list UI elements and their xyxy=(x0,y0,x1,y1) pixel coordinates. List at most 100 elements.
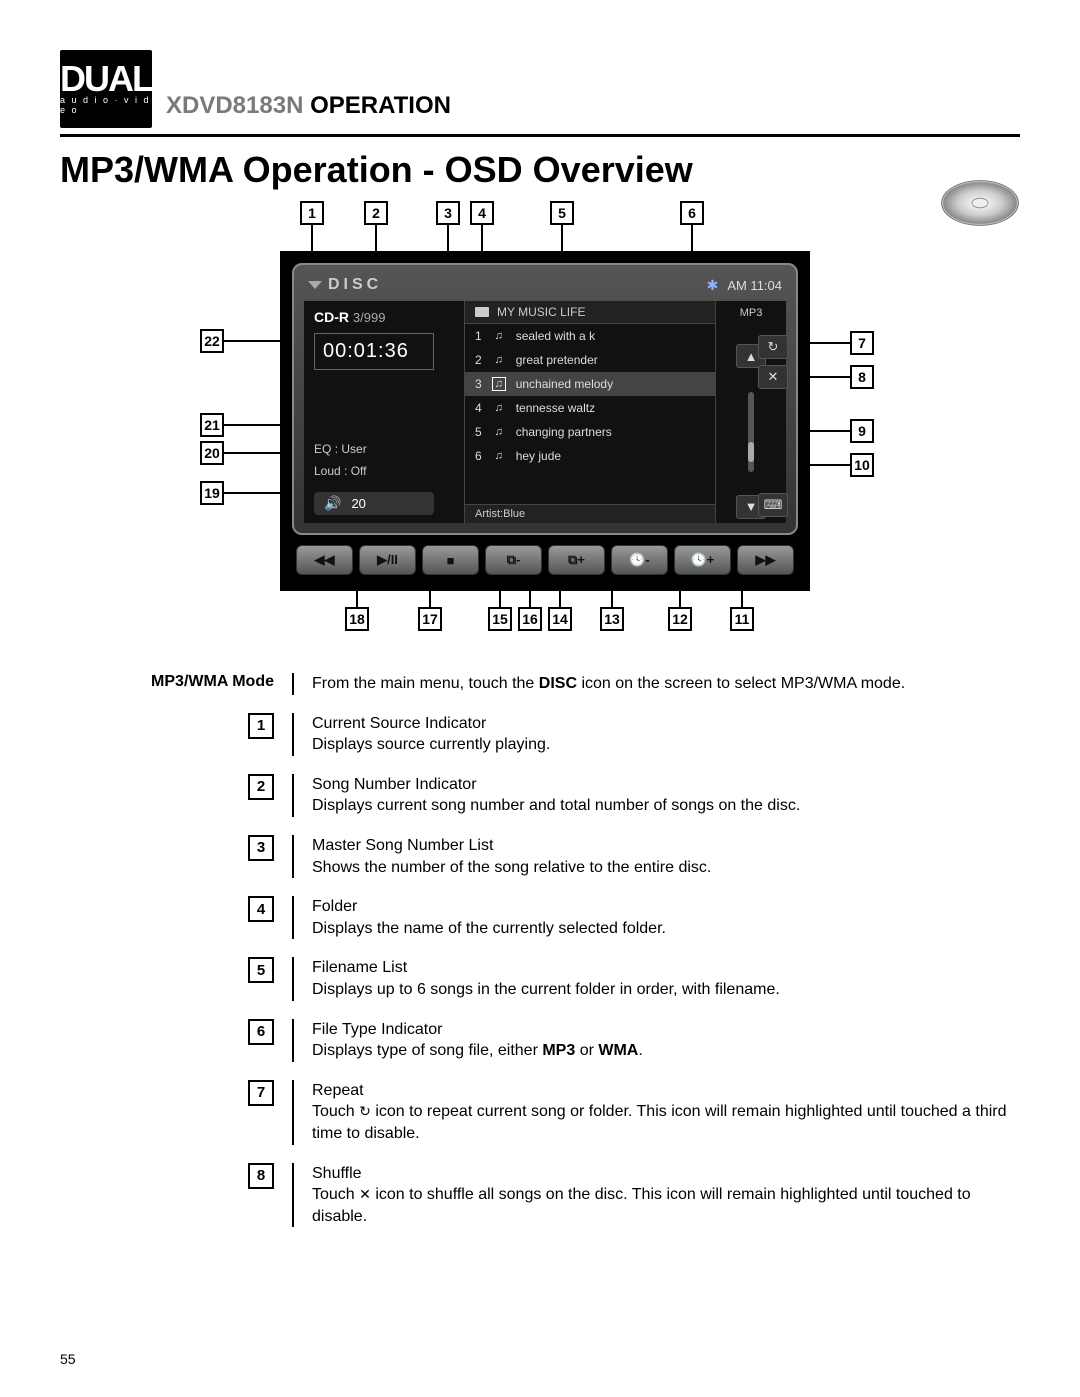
loud-row: Loud : Off xyxy=(314,464,454,478)
note-icon: ♫ xyxy=(492,377,506,391)
folder-name: MY MUSIC LIFE xyxy=(497,305,585,319)
song-row[interactable]: 6♫hey jude xyxy=(465,444,715,468)
song-row[interactable]: 2♫great pretender xyxy=(465,348,715,372)
song-title: changing partners xyxy=(516,425,612,439)
shuffle-button[interactable]: ✕ xyxy=(758,365,788,389)
screen-left-panel: CD-R 3/999 00:01:36 EQ : User Loud : Off xyxy=(304,301,464,523)
callout-7: 7 xyxy=(850,331,874,355)
item-number: 1 xyxy=(248,713,274,739)
item-number: 3 xyxy=(248,835,274,861)
transport-button[interactable]: ■ xyxy=(422,545,479,575)
song-title: unchained melody xyxy=(516,377,613,391)
song-row[interactable]: 1♫sealed with a k xyxy=(465,324,715,348)
repeat-button[interactable]: ↻ xyxy=(758,335,788,359)
inline-icon: ↻ xyxy=(359,1103,371,1119)
brand-logo: DUAL a u d i o · v i d e o xyxy=(60,50,152,128)
callout-4: 4 xyxy=(470,201,494,225)
page-number: 55 xyxy=(60,1351,76,1367)
description-item: 3 Master Song Number ListShows the numbe… xyxy=(60,835,1020,878)
item-number: 7 xyxy=(248,1080,274,1106)
callout-11: 11 xyxy=(730,607,754,631)
clock-area: ✱ AM 11:04 xyxy=(707,277,782,294)
screen-mid-panel: MY MUSIC LIFE 1♫sealed with a k2♫great p… xyxy=(464,301,716,523)
callout-16: 16 xyxy=(518,607,542,631)
elapsed-time: 00:01:36 xyxy=(314,333,434,370)
item-body: FolderDisplays the name of the currently… xyxy=(292,896,1020,939)
callout-9: 9 xyxy=(850,419,874,443)
transport-controls: ◀◀▶/II■⧉-⧉+🕓-🕓+▶▶ xyxy=(296,543,794,577)
transport-button[interactable]: 🕓- xyxy=(611,545,668,575)
item-number: 5 xyxy=(248,957,274,983)
callout-21: 21 xyxy=(200,413,224,437)
item-number: 2 xyxy=(248,774,274,800)
transport-button[interactable]: ◀◀ xyxy=(296,545,353,575)
callout-8: 8 xyxy=(850,365,874,389)
description-item: 1 Current Source IndicatorDisplays sourc… xyxy=(60,713,1020,756)
song-title: hey jude xyxy=(516,449,561,463)
screen-right-panel: MP3 ▲ ▼ ↻ ✕ ⌨ xyxy=(716,301,786,523)
disc-type: CD-R xyxy=(314,309,349,325)
keyboard-button[interactable]: ⌨ xyxy=(758,493,788,517)
track-counter: 3/999 xyxy=(353,310,386,325)
callout-20: 20 xyxy=(200,441,224,465)
callout-14: 14 xyxy=(548,607,572,631)
transport-button[interactable]: 🕓+ xyxy=(674,545,731,575)
mode-row: MP3/WMA Mode From the main menu, touch t… xyxy=(60,673,1020,695)
callout-5: 5 xyxy=(550,201,574,225)
callout-13: 13 xyxy=(600,607,624,631)
speaker-icon: 🔊 xyxy=(324,495,341,512)
item-body: Song Number IndicatorDisplays current so… xyxy=(292,774,1020,817)
song-row[interactable]: 3♫unchained melody xyxy=(465,372,715,396)
device-screenshot: DISC ✱ AM 11:04 CD-R 3/999 00:01:36 xyxy=(280,251,810,591)
disc-type-row: CD-R 3/999 xyxy=(314,309,454,325)
callout-18: 18 xyxy=(345,607,369,631)
callout-15: 15 xyxy=(488,607,512,631)
description-item: 6 File Type IndicatorDisplays type of so… xyxy=(60,1019,1020,1062)
logo-subtext: a u d i o · v i d e o xyxy=(60,95,152,115)
dropdown-icon xyxy=(308,281,322,289)
model-number: XDVD8183N xyxy=(166,92,303,119)
section-title: MP3/WMA Operation - OSD Overview xyxy=(60,149,1020,191)
transport-button[interactable]: ⧉- xyxy=(485,545,542,575)
song-title: tennesse waltz xyxy=(516,401,595,415)
description-list: 1 Current Source IndicatorDisplays sourc… xyxy=(60,713,1020,1228)
device-bezel: DISC ✱ AM 11:04 CD-R 3/999 00:01:36 xyxy=(292,263,798,535)
note-icon: ♫ xyxy=(492,449,506,463)
description-item: 7 RepeatTouch ↻ icon to repeat current s… xyxy=(60,1080,1020,1145)
callout-10: 10 xyxy=(850,453,874,477)
device-topbar: DISC ✱ AM 11:04 xyxy=(308,271,782,299)
transport-button[interactable]: ⧉+ xyxy=(548,545,605,575)
item-body: Current Source IndicatorDisplays source … xyxy=(292,713,1020,756)
transport-button[interactable]: ▶▶ xyxy=(737,545,794,575)
item-number: 8 xyxy=(248,1163,274,1189)
osd-figure: 1 2 3 4 5 6 22 21 20 19 7 8 9 10 18 17 1… xyxy=(150,201,930,651)
header-title: XDVD8183N OPERATION xyxy=(166,92,451,128)
source-indicator: DISC xyxy=(308,276,382,294)
scrollbar[interactable] xyxy=(748,392,754,472)
song-row[interactable]: 4♫tennesse waltz xyxy=(465,396,715,420)
callout-22: 22 xyxy=(200,329,224,353)
device-screen: CD-R 3/999 00:01:36 EQ : User Loud : Off xyxy=(304,301,786,523)
note-icon: ♫ xyxy=(492,353,506,367)
item-body: Master Song Number ListShows the number … xyxy=(292,835,1020,878)
item-body: Filename ListDisplays up to 6 songs in t… xyxy=(292,957,1020,1000)
song-row[interactable]: 5♫changing partners xyxy=(465,420,715,444)
logo-text: DUAL xyxy=(60,63,152,95)
callout-1: 1 xyxy=(300,201,324,225)
item-number: 4 xyxy=(248,896,274,922)
note-icon: ♫ xyxy=(492,401,506,415)
callout-12: 12 xyxy=(668,607,692,631)
item-body: File Type IndicatorDisplays type of song… xyxy=(292,1019,1020,1062)
mode-header: MP3/WMA Mode xyxy=(151,673,274,690)
description-item: 5 Filename ListDisplays up to 6 songs in… xyxy=(60,957,1020,1000)
transport-button[interactable]: ▶/II xyxy=(359,545,416,575)
description-item: 8 ShuffleTouch ✕ icon to shuffle all son… xyxy=(60,1163,1020,1228)
folder-header: MY MUSIC LIFE xyxy=(465,301,715,324)
page-header: DUAL a u d i o · v i d e o XDVD8183N OPE… xyxy=(60,50,1020,137)
callout-19: 19 xyxy=(200,481,224,505)
inline-icon: ✕ xyxy=(359,1186,371,1202)
callout-3: 3 xyxy=(436,201,460,225)
callout-2: 2 xyxy=(364,201,388,225)
callout-17: 17 xyxy=(418,607,442,631)
song-list: 1♫sealed with a k2♫great pretender3♫unch… xyxy=(465,324,715,504)
